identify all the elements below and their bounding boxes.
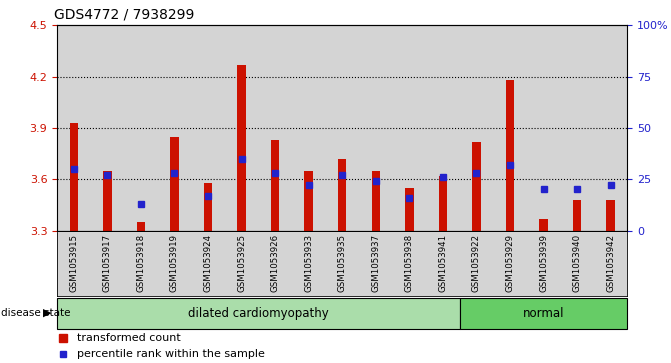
Text: GSM1053938: GSM1053938	[405, 234, 414, 292]
Bar	[325, 232, 359, 296]
Bar	[338, 159, 346, 231]
Bar	[527, 232, 560, 296]
Bar	[91, 25, 124, 231]
Bar	[460, 232, 493, 296]
Bar	[271, 140, 279, 231]
Text: GSM1053941: GSM1053941	[438, 234, 448, 292]
Bar	[91, 232, 124, 296]
Bar	[426, 25, 460, 231]
Bar	[258, 25, 292, 231]
Bar	[506, 80, 514, 231]
Text: GSM1053933: GSM1053933	[304, 234, 313, 292]
Text: GSM1053926: GSM1053926	[270, 234, 280, 292]
Bar	[359, 232, 393, 296]
Bar	[204, 183, 212, 231]
Text: percentile rank within the sample: percentile rank within the sample	[77, 348, 265, 359]
Bar	[57, 25, 91, 231]
Text: GDS4772 / 7938299: GDS4772 / 7938299	[54, 8, 195, 21]
Bar	[493, 25, 527, 231]
Bar	[158, 25, 191, 231]
Bar	[405, 188, 413, 231]
Text: GSM1053924: GSM1053924	[203, 234, 213, 292]
Bar	[607, 200, 615, 231]
Bar	[158, 232, 191, 296]
Bar	[460, 298, 627, 329]
Bar	[393, 232, 426, 296]
Bar	[124, 232, 158, 296]
Bar	[305, 171, 313, 231]
Text: dilated cardiomyopathy: dilated cardiomyopathy	[188, 307, 329, 319]
Bar	[103, 171, 111, 231]
Bar	[57, 232, 91, 296]
Text: GSM1053918: GSM1053918	[136, 234, 146, 292]
Text: GSM1053919: GSM1053919	[170, 234, 179, 292]
Bar	[472, 142, 480, 231]
Text: GSM1053925: GSM1053925	[237, 234, 246, 292]
Text: GSM1053915: GSM1053915	[69, 234, 79, 292]
Text: GSM1053937: GSM1053937	[371, 234, 380, 292]
Text: GSM1053942: GSM1053942	[606, 234, 615, 292]
Bar	[225, 232, 258, 296]
Bar	[191, 25, 225, 231]
Text: transformed count: transformed count	[77, 333, 180, 343]
Bar	[460, 25, 493, 231]
Bar	[238, 65, 246, 231]
Bar	[594, 25, 627, 231]
Bar	[573, 200, 581, 231]
Text: normal: normal	[523, 307, 564, 319]
Bar	[493, 232, 527, 296]
Text: ▶: ▶	[43, 308, 52, 318]
Bar	[137, 222, 145, 231]
Bar	[325, 25, 359, 231]
Bar	[191, 232, 225, 296]
Text: disease state: disease state	[1, 308, 71, 318]
Bar	[372, 171, 380, 231]
Bar	[70, 123, 78, 231]
Bar	[124, 25, 158, 231]
Bar	[225, 25, 258, 231]
Bar	[292, 25, 325, 231]
Bar	[426, 232, 460, 296]
Text: GSM1053940: GSM1053940	[572, 234, 582, 292]
Bar	[393, 25, 426, 231]
Bar	[560, 232, 594, 296]
Bar	[170, 136, 178, 231]
Bar	[439, 176, 447, 231]
Bar	[359, 25, 393, 231]
Text: GSM1053917: GSM1053917	[103, 234, 112, 292]
Bar	[594, 232, 627, 296]
Bar	[57, 298, 460, 329]
Bar	[527, 25, 560, 231]
Text: GSM1053939: GSM1053939	[539, 234, 548, 292]
Text: GSM1053929: GSM1053929	[505, 234, 515, 292]
Bar	[258, 232, 292, 296]
Text: GSM1053935: GSM1053935	[338, 234, 347, 292]
Bar	[292, 232, 325, 296]
Bar	[539, 219, 548, 231]
Text: GSM1053922: GSM1053922	[472, 234, 481, 292]
Bar	[560, 25, 594, 231]
